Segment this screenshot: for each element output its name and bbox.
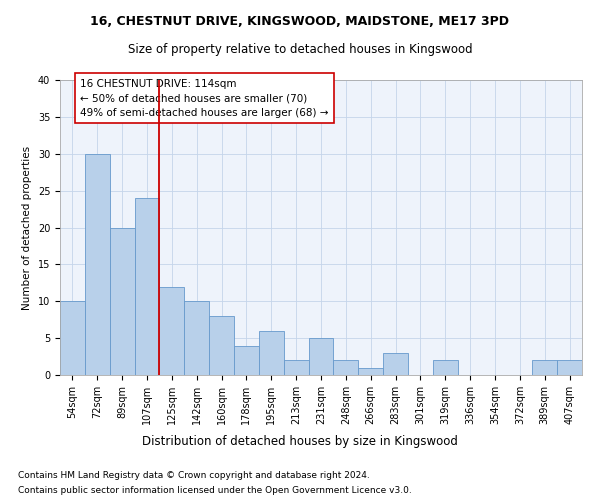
Text: Contains public sector information licensed under the Open Government Licence v3: Contains public sector information licen…	[18, 486, 412, 495]
Bar	[60, 301, 85, 375]
Bar	[557, 360, 582, 375]
Bar	[160, 286, 184, 375]
Text: Distribution of detached houses by size in Kingswood: Distribution of detached houses by size …	[142, 435, 458, 448]
Bar	[358, 368, 383, 375]
Text: 16, CHESTNUT DRIVE, KINGSWOOD, MAIDSTONE, ME17 3PD: 16, CHESTNUT DRIVE, KINGSWOOD, MAIDSTONE…	[91, 15, 509, 28]
Bar	[234, 346, 259, 375]
Bar	[433, 360, 458, 375]
Text: Size of property relative to detached houses in Kingswood: Size of property relative to detached ho…	[128, 42, 472, 56]
Y-axis label: Number of detached properties: Number of detached properties	[22, 146, 32, 310]
Bar	[134, 198, 160, 375]
Bar	[383, 353, 408, 375]
Bar	[308, 338, 334, 375]
Text: 16 CHESTNUT DRIVE: 114sqm
← 50% of detached houses are smaller (70)
49% of semi-: 16 CHESTNUT DRIVE: 114sqm ← 50% of detac…	[80, 78, 328, 118]
Text: Contains HM Land Registry data © Crown copyright and database right 2024.: Contains HM Land Registry data © Crown c…	[18, 471, 370, 480]
Bar	[259, 331, 284, 375]
Bar	[532, 360, 557, 375]
Bar	[334, 360, 358, 375]
Bar	[284, 360, 308, 375]
Bar	[209, 316, 234, 375]
Bar	[184, 301, 209, 375]
Bar	[85, 154, 110, 375]
Bar	[110, 228, 134, 375]
